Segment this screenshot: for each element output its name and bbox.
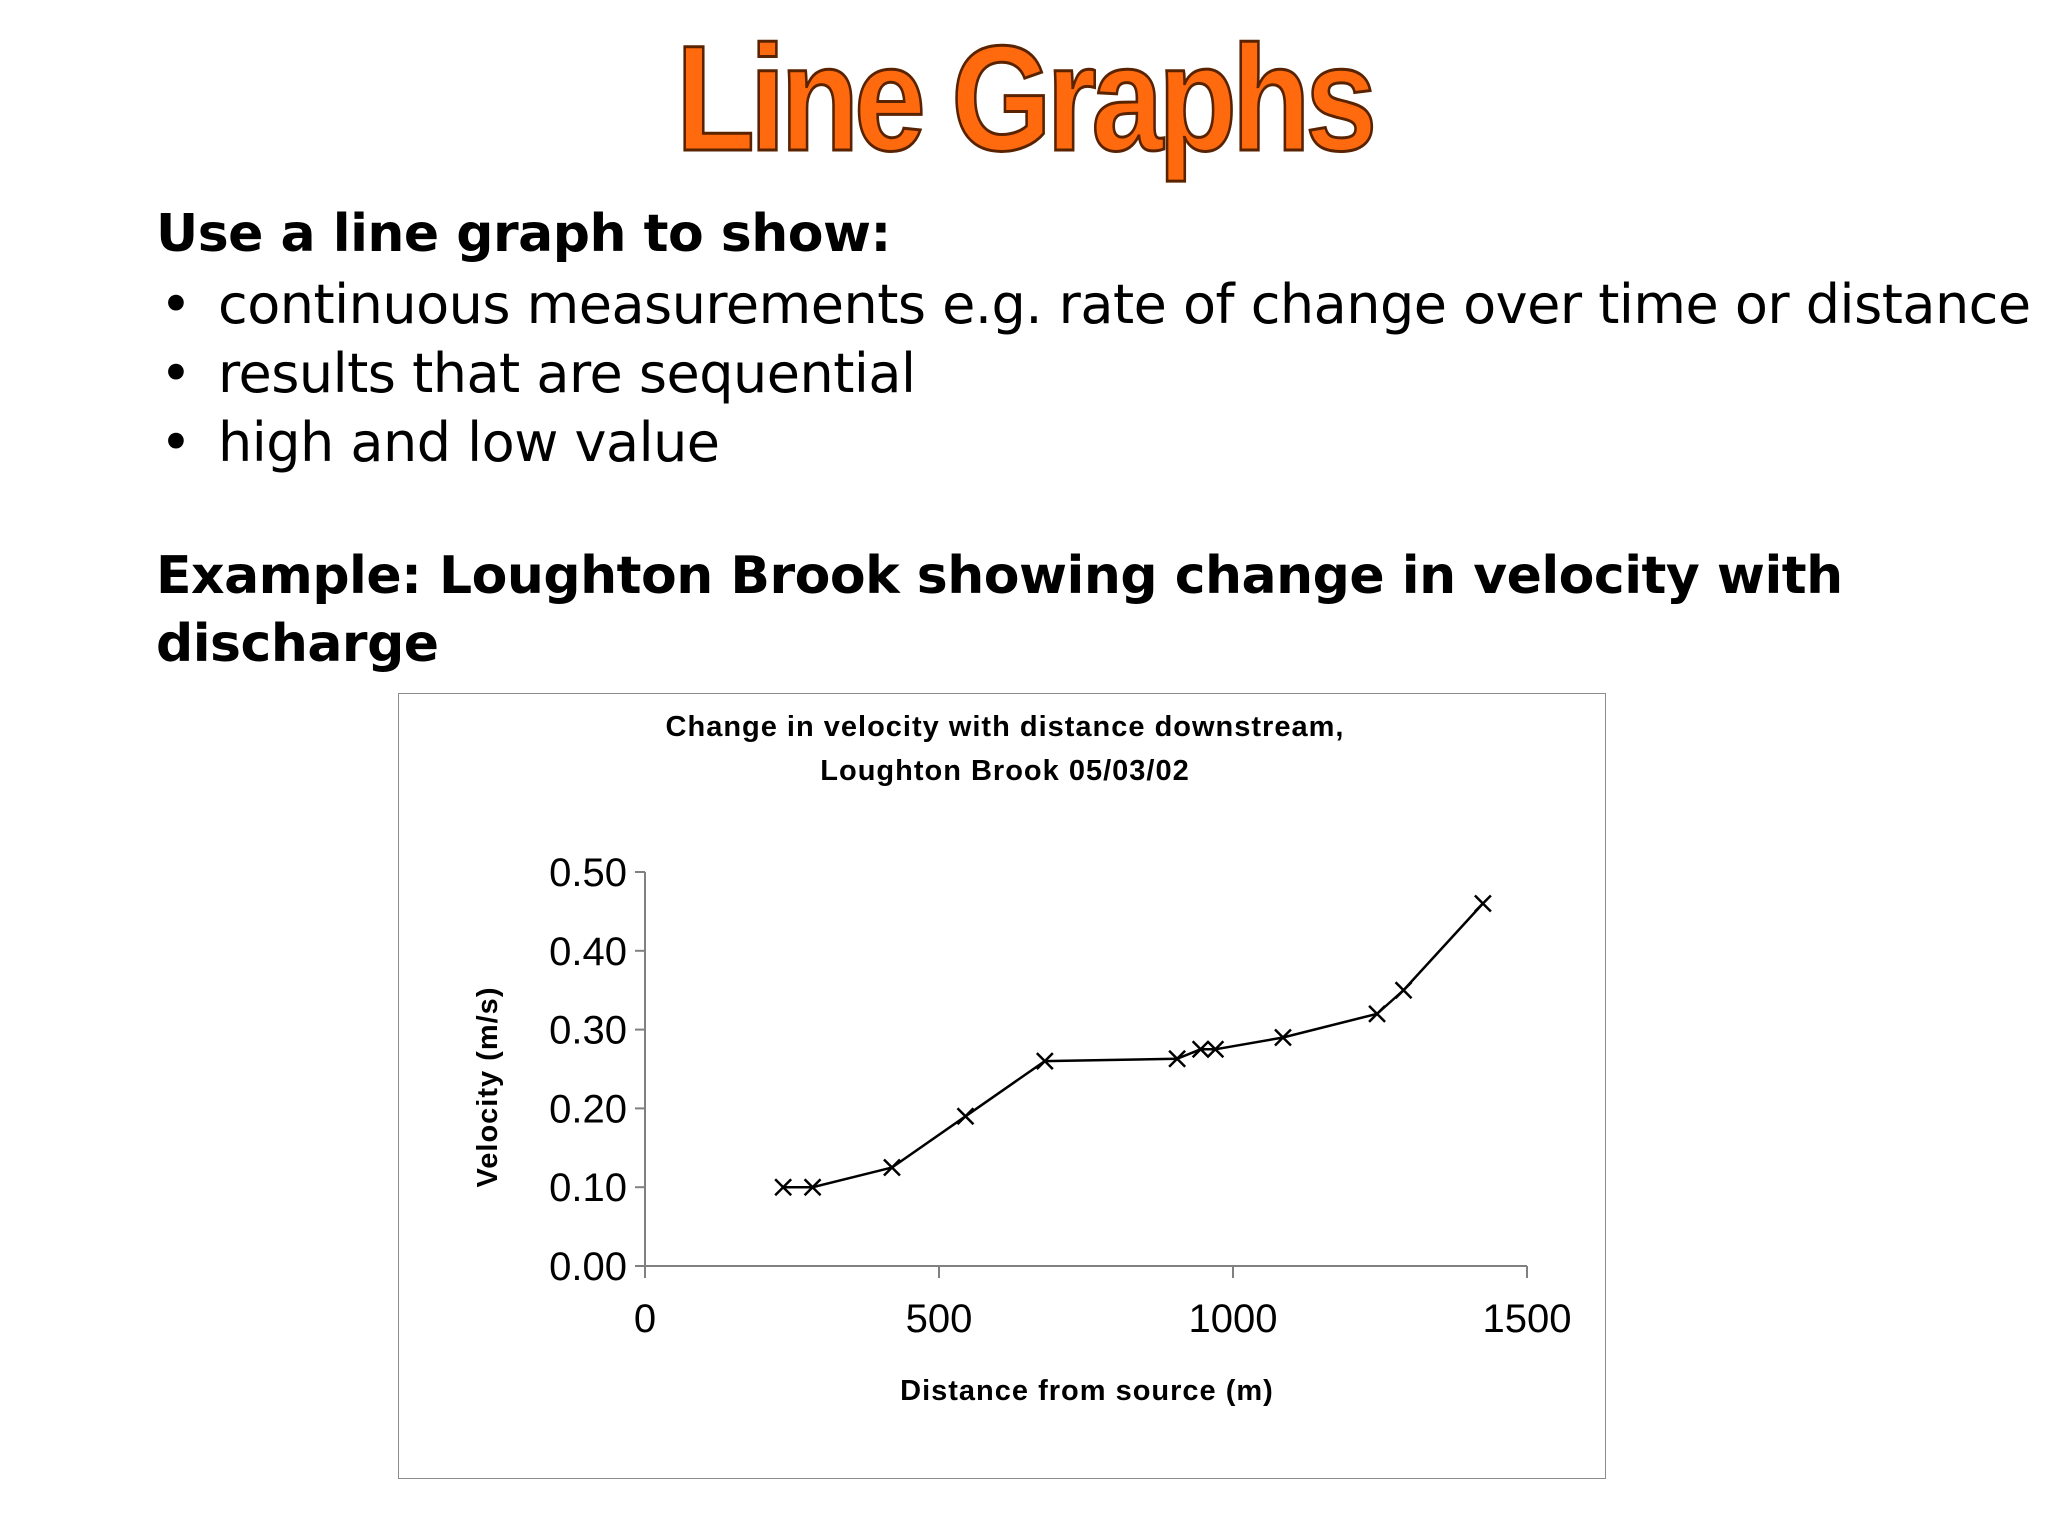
line-chart: Change in velocity with distance downstr…	[472, 711, 1571, 1407]
x-axis-title: Distance from source (m)	[900, 1375, 1274, 1407]
chart-title-line-2: Loughton Brook 05/03/02	[820, 755, 1189, 787]
bullet-dot: •	[160, 342, 192, 405]
data-point-marker	[1035, 1052, 1054, 1071]
data-point-marker	[956, 1107, 975, 1126]
data-point-marker	[1274, 1028, 1292, 1047]
chart-area: Change in velocity with distance downstr…	[398, 693, 1606, 1479]
data-point-marker	[803, 1178, 822, 1197]
bullet-dot: •	[160, 273, 192, 336]
bullet-item: • continuous measurements e.g. rate of c…	[156, 270, 2031, 339]
data-point-marker	[1394, 981, 1413, 1000]
data-point-marker	[883, 1158, 901, 1177]
x-tick-label: 1000	[1189, 1297, 1278, 1341]
chart-title-line-1: Change in velocity with distance downstr…	[666, 711, 1345, 743]
y-tick-label: 0.10	[549, 1166, 627, 1210]
bullet-list: • continuous measurements e.g. rate of c…	[156, 270, 2031, 477]
y-axis-title: Velocity (m/s)	[472, 987, 504, 1188]
y-tick-label: 0.40	[549, 930, 627, 974]
data-point-marker	[1168, 1049, 1187, 1068]
slide-title: Line Graphs	[675, 14, 1379, 182]
series-line	[783, 902, 1484, 1189]
intro-heading: Use a line graph to show:	[156, 204, 891, 264]
x-tick-label: 1500	[1483, 1297, 1572, 1341]
bullet-text: continuous measurements e.g. rate of cha…	[218, 273, 2031, 336]
bullet-item: • high and low value	[156, 408, 2031, 477]
bullet-text: results that are sequential	[218, 342, 916, 405]
bullet-item: • results that are sequential	[156, 339, 2031, 408]
example-heading: Example: Loughton Brook showing change i…	[156, 546, 1843, 674]
y-tick-label: 0.00	[549, 1245, 627, 1289]
bullet-dot: •	[160, 411, 192, 474]
bullet-text: high and low value	[218, 411, 720, 474]
x-tick-label: 500	[906, 1297, 973, 1341]
y-tick-label: 0.20	[549, 1087, 627, 1131]
y-tick-label: 0.30	[549, 1009, 627, 1053]
data-point-marker	[1368, 1004, 1386, 1023]
data-point-marker	[1206, 1040, 1225, 1059]
y-tick-label: 0.50	[549, 851, 627, 895]
x-tick-label: 0	[634, 1297, 656, 1341]
data-point-marker	[1191, 1040, 1210, 1059]
plot-area: 0.00 0.10 0.20 0.30 0.40 0.50 0 500 1000 1500	[549, 851, 1571, 1341]
data-point-marker	[1474, 894, 1492, 913]
data-point-marker	[774, 1178, 793, 1197]
